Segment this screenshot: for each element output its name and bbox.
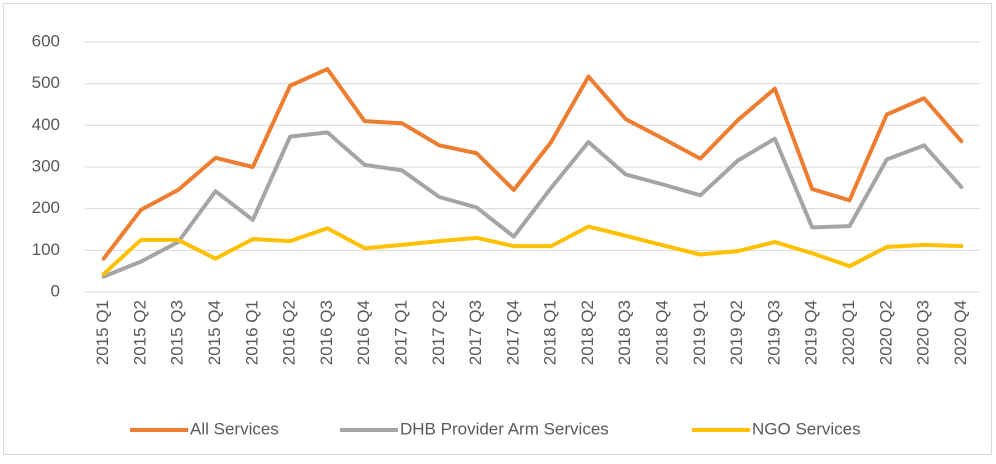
x-tick-label: 2020 Q1 bbox=[839, 300, 858, 365]
series-line bbox=[101, 224, 964, 277]
legend-label: NGO Services bbox=[752, 419, 861, 438]
x-tick-label: 2016 Q1 bbox=[242, 300, 261, 365]
y-tick-label: 300 bbox=[32, 156, 60, 175]
x-tick-label: 2018 Q2 bbox=[578, 300, 597, 365]
y-tick-label: 500 bbox=[32, 73, 60, 92]
y-tick-label: 100 bbox=[32, 240, 60, 259]
chart-border bbox=[3, 3, 992, 455]
x-tick-label: 2019 Q4 bbox=[802, 300, 821, 365]
x-tick-label: 2019 Q1 bbox=[690, 300, 709, 365]
series-line bbox=[101, 130, 964, 279]
x-tick-label: 2016 Q4 bbox=[354, 300, 373, 365]
x-tick-label: 2019 Q2 bbox=[727, 300, 746, 365]
x-tick-label: 2018 Q4 bbox=[653, 300, 672, 365]
x-tick-label: 2017 Q4 bbox=[503, 300, 522, 365]
x-tick-label: 2016 Q2 bbox=[280, 300, 299, 365]
x-tick-label: 2019 Q3 bbox=[764, 300, 783, 365]
y-tick-label: 200 bbox=[32, 198, 60, 217]
x-tick-label: 2018 Q1 bbox=[541, 300, 560, 365]
x-tick-label: 2020 Q3 bbox=[914, 300, 933, 365]
x-tick-label: 2015 Q3 bbox=[168, 300, 187, 365]
x-tick-label: 2017 Q1 bbox=[391, 300, 410, 365]
x-tick-label: 2020 Q2 bbox=[876, 300, 895, 365]
x-tick-label: 2017 Q2 bbox=[429, 300, 448, 365]
x-tick-label: 2016 Q3 bbox=[317, 300, 336, 365]
x-tick-label: 2015 Q4 bbox=[205, 300, 224, 365]
x-tick-label: 2020 Q4 bbox=[951, 300, 970, 365]
legend-label: DHB Provider Arm Services bbox=[400, 419, 609, 438]
x-tick-label: 2018 Q3 bbox=[615, 300, 634, 365]
x-tick-label: 2015 Q2 bbox=[130, 300, 149, 365]
x-tick-label: 2017 Q3 bbox=[466, 300, 485, 365]
y-tick-label: 600 bbox=[32, 31, 60, 50]
legend-label: All Services bbox=[190, 419, 279, 438]
y-tick-label: 400 bbox=[32, 115, 60, 134]
y-tick-label: 0 bbox=[51, 281, 60, 300]
series-line bbox=[101, 67, 964, 261]
x-tick-label: 2015 Q1 bbox=[93, 300, 112, 365]
